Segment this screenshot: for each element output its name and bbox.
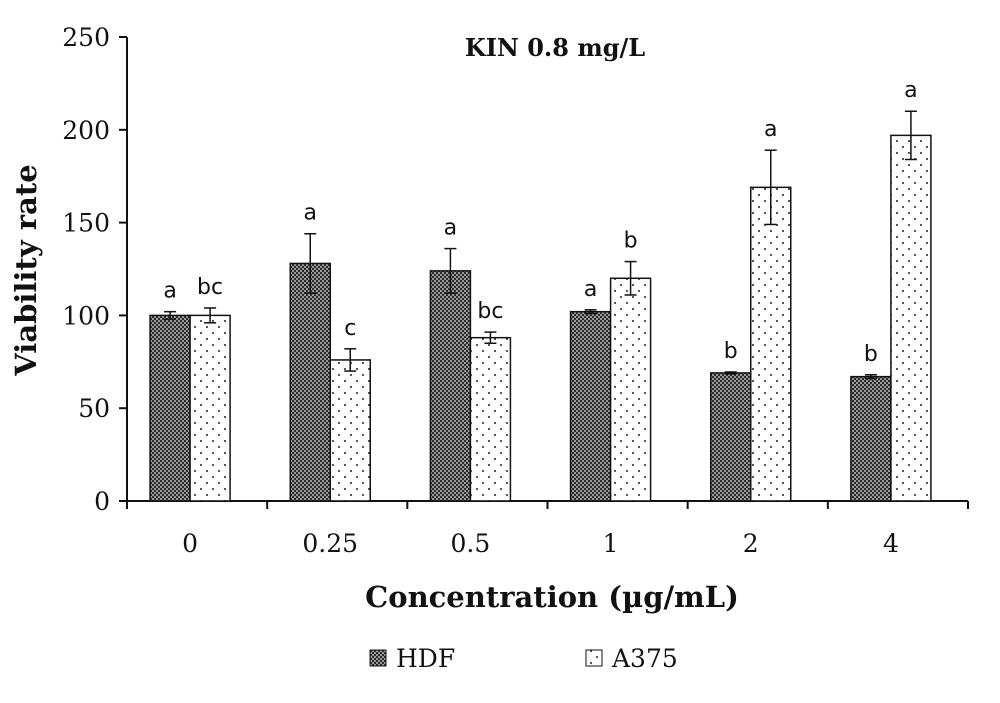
x-axis-title: Concentration (µg/mL) [365, 580, 739, 614]
significance-label: b [724, 339, 738, 364]
significance-label: a [764, 117, 777, 142]
x-tick-label: 0 [182, 529, 198, 558]
significance-label: bc [197, 275, 223, 300]
legend-label-a375: A375 [611, 644, 678, 673]
y-tick-label: 50 [78, 394, 110, 423]
x-tick-label: 1 [603, 529, 619, 558]
bar-hdf-0.5 [429, 270, 472, 502]
x-tick-label: 2 [743, 529, 759, 558]
legend-swatch-a375 [585, 649, 603, 667]
legend: HDF A375 [369, 644, 678, 673]
bar-a375-0.25 [329, 359, 371, 502]
y-tick-label: 150 [62, 209, 110, 238]
x-tick-label: 4 [883, 529, 899, 558]
y-tick-label: 100 [62, 301, 110, 330]
y-tick-label: 200 [62, 116, 110, 145]
significance-label: a [904, 78, 917, 103]
bar-hdf-4 [850, 375, 892, 502]
significance-label: a [444, 216, 457, 241]
bar-a375-1 [609, 277, 652, 502]
bar-a375-4 [890, 134, 932, 502]
y-tick-label: 250 [62, 23, 110, 52]
bar-a375-0 [189, 314, 231, 502]
bar-hdf-2 [710, 372, 752, 502]
bar-a375-0.5 [469, 336, 512, 502]
x-tick-label: 0.25 [302, 529, 358, 558]
plot-area: 0 50 100 150 200 250 0 0.25 0.5 1 2 4 a a a a b b bc c bc b a a [62, 23, 969, 558]
bar-a375-2 [750, 186, 792, 502]
bar-hdf-1 [569, 310, 612, 502]
significance-label: a [584, 277, 597, 302]
y-axis-title: Viability rate [9, 164, 43, 376]
significance-label: b [864, 342, 878, 367]
significance-label: a [163, 279, 176, 304]
legend-label-hdf: HDF [396, 644, 455, 673]
x-tick-label: 0.5 [451, 529, 491, 558]
bar-hdf-0.25 [289, 262, 331, 502]
significance-label: bc [477, 299, 503, 324]
significance-label: a [304, 201, 317, 226]
significance-label: b [624, 229, 638, 254]
bar-hdf-0 [149, 314, 191, 502]
legend-swatch-hdf [369, 649, 387, 667]
chart-title: KIN 0.8 mg/L [465, 33, 645, 62]
y-tick-label: 0 [94, 487, 110, 516]
significance-label: c [344, 316, 356, 341]
